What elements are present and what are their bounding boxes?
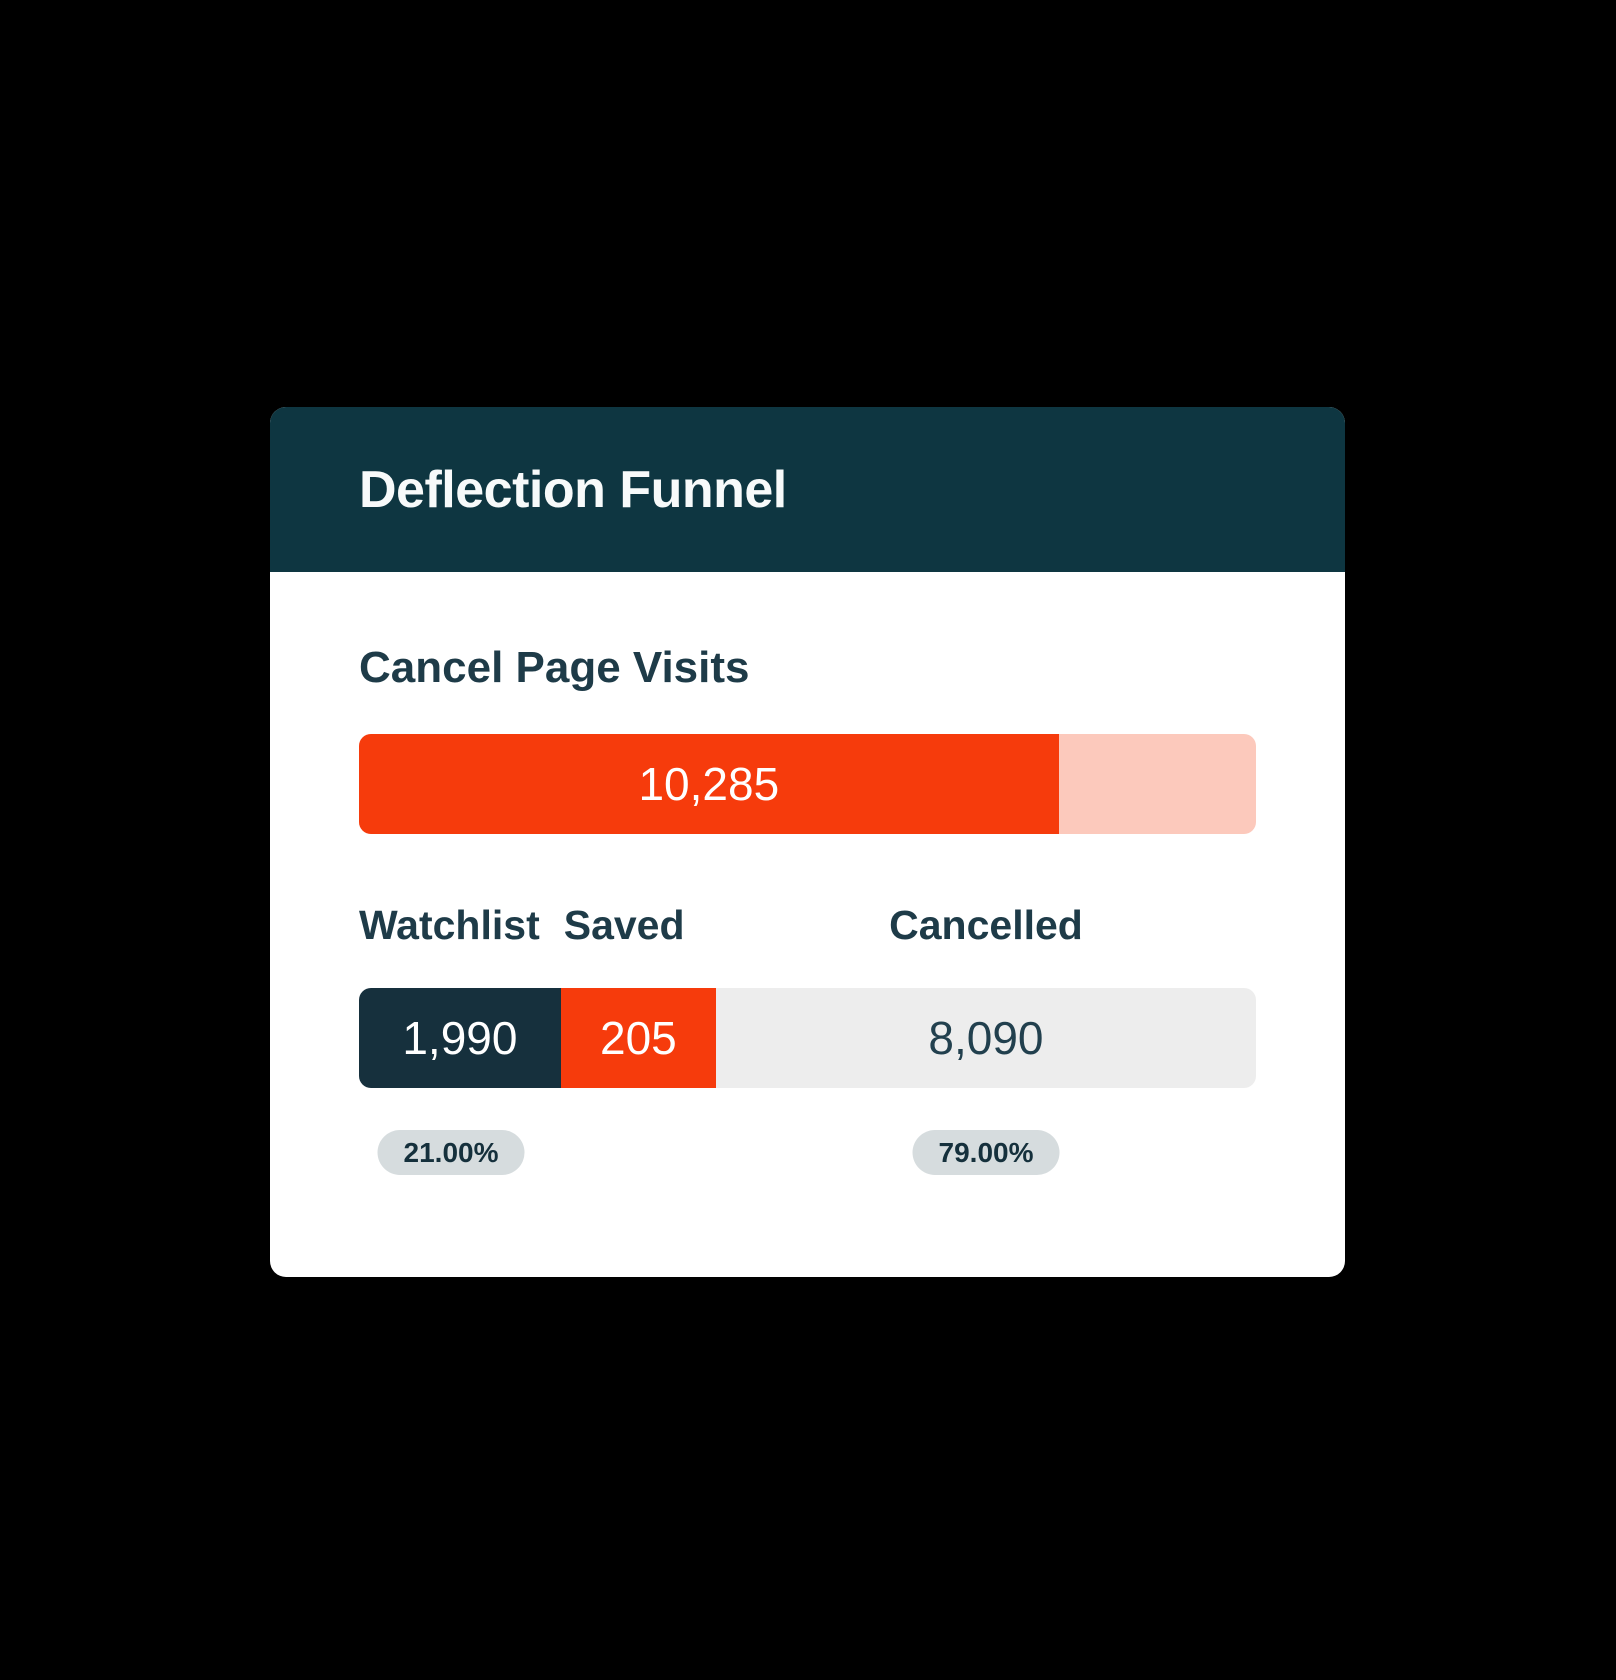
- percentage-badges-row: 21.00% 79.00%: [359, 1130, 1256, 1175]
- card-body: Cancel Page Visits 10,285 Watchlist Save…: [270, 572, 1345, 1175]
- segment-labels-row: Watchlist Saved Cancelled: [359, 905, 1256, 946]
- segment-label-saved: Saved: [563, 902, 685, 948]
- segment-saved: 205: [560, 988, 716, 1088]
- segment-saved-value: 205: [600, 1012, 677, 1064]
- deflected-percent-badge: 21.00%: [377, 1130, 525, 1175]
- cancel-visits-bar-track: 10,285: [359, 734, 1256, 834]
- deflection-funnel-card: Deflection Funnel Cancel Page Visits 10,…: [270, 407, 1345, 1277]
- segment-cancelled-value: 8,090: [928, 1012, 1044, 1064]
- segment-cancelled: 8,090: [715, 988, 1256, 1088]
- card-title: Deflection Funnel: [359, 460, 787, 519]
- cancel-visits-value: 10,285: [638, 758, 780, 810]
- segment-watchlist-value: 1,990: [402, 1012, 518, 1064]
- cancel-visits-bar-fill: 10,285: [359, 734, 1059, 834]
- segment-label-cancelled: Cancelled: [889, 902, 1083, 948]
- segment-watchlist: 1,990: [359, 988, 561, 1088]
- cancelled-percent-badge: 79.00%: [912, 1130, 1060, 1175]
- card-header: Deflection Funnel: [270, 407, 1345, 572]
- segment-label-watchlist: Watchlist: [359, 902, 540, 948]
- segment-labels-left-group: Watchlist Saved: [359, 905, 685, 946]
- stage-label-cancel-page-visits: Cancel Page Visits: [359, 643, 750, 692]
- outcome-segmented-bar: 1,990 205 8,090: [359, 988, 1256, 1088]
